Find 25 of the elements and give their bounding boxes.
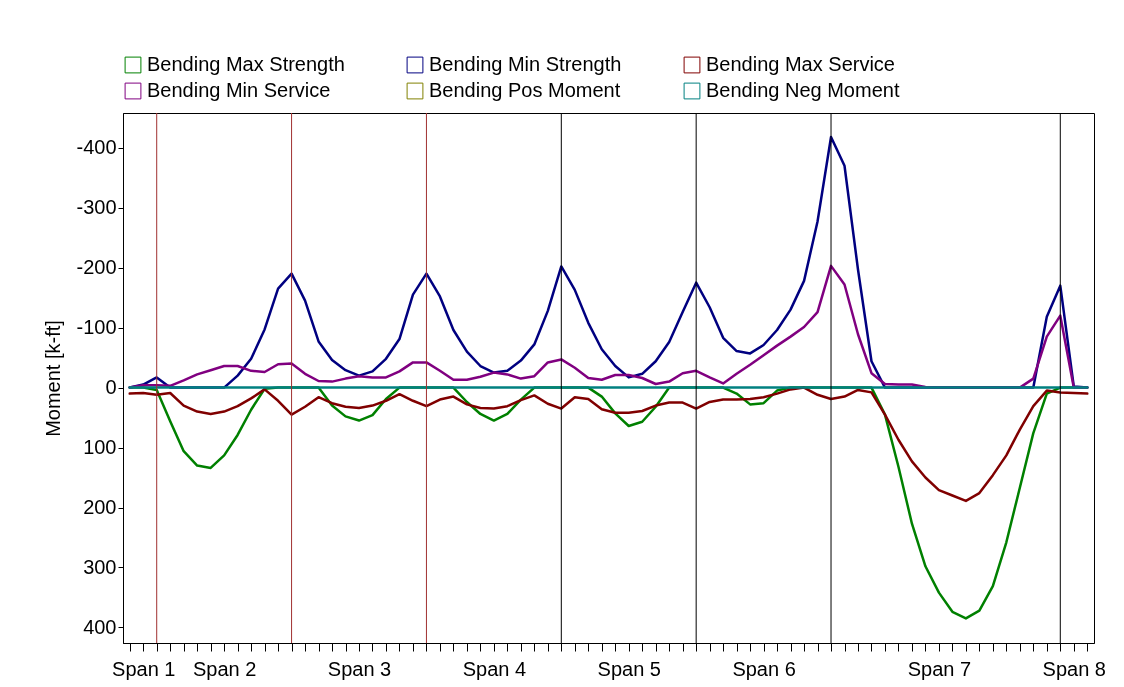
x-tick-label: Span 6 [732, 657, 796, 680]
x-tick-label: Span 2 [192, 657, 257, 680]
legend-label: Bending Min Service [147, 79, 331, 101]
y-tick-label: 0 [105, 376, 117, 399]
y-tick-label: -200 [76, 256, 117, 279]
y-tick-label: 200 [83, 496, 117, 518]
y-tick-label: -300 [76, 196, 117, 219]
x-tick-label: Span 4 [462, 657, 527, 680]
y-tick-label: -100 [76, 316, 117, 339]
legend-label: Bending Max Service [706, 53, 895, 75]
y-tick-label: 100 [83, 436, 117, 459]
y-axis-title: Moment [k-ft] [42, 320, 65, 437]
line-series [128, 386, 1089, 503]
x-tick-label: Span 5 [597, 657, 661, 680]
legend-label: Bending Pos Moment [429, 79, 621, 101]
x-tick-label: Span 3 [327, 657, 392, 680]
legend-label: Bending Neg Moment [706, 79, 900, 101]
y-tick-label: 400 [83, 615, 117, 638]
x-tick-label: Span 8 [1042, 657, 1106, 680]
legend-label: Bending Min Strength [429, 53, 622, 75]
legend-label: Bending Max Strength [147, 53, 345, 75]
y-tick-label: -400 [76, 136, 117, 159]
x-tick-label: Span 1 [112, 657, 176, 680]
x-tick-label: Span 7 [907, 657, 972, 680]
y-tick-label: 300 [83, 555, 117, 578]
